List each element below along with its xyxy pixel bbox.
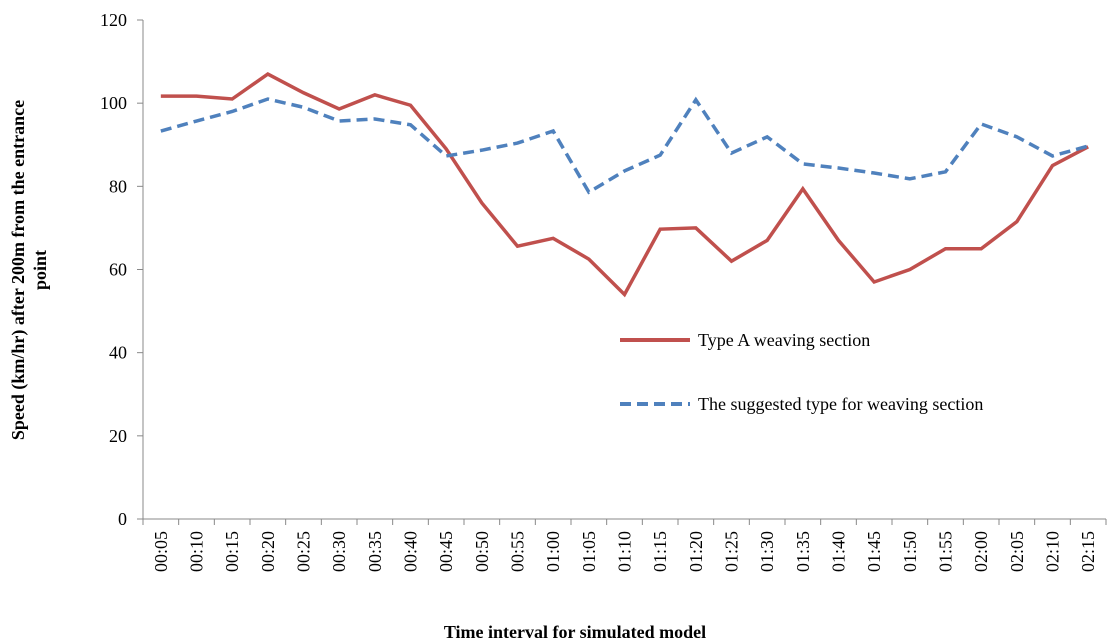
x-tick-label: 00:40 xyxy=(401,531,421,572)
x-tick-label: 01:35 xyxy=(793,531,813,572)
x-tick-label: 00:50 xyxy=(472,531,492,572)
y-axis-title: point xyxy=(30,250,50,290)
x-tick-label: 00:25 xyxy=(294,531,314,572)
x-tick-label: 02:10 xyxy=(1043,531,1063,572)
x-tick-label: 02:05 xyxy=(1007,531,1027,572)
x-tick-label: 01:40 xyxy=(829,531,849,572)
legend-label: The suggested type for weaving section xyxy=(698,394,983,414)
x-tick-label: 00:55 xyxy=(508,531,528,572)
x-tick-label: 01:25 xyxy=(722,531,742,572)
line-series xyxy=(160,72,1089,298)
line-series xyxy=(160,96,1089,195)
x-axis-title: Time interval for simulated model xyxy=(444,622,706,642)
y-tick-label: 0 xyxy=(118,509,127,529)
x-tick-label: 01:45 xyxy=(864,531,884,572)
x-tick-label: 00:30 xyxy=(329,531,349,572)
y-tick-label: 120 xyxy=(100,10,127,30)
x-tick-label: 02:15 xyxy=(1078,531,1098,572)
x-tick-label: 02:00 xyxy=(971,531,991,572)
x-tick-label: 00:45 xyxy=(436,531,456,572)
y-tick-label: 60 xyxy=(109,260,127,280)
x-tick-label: 01:30 xyxy=(757,531,777,572)
x-tick-label: 00:15 xyxy=(222,531,242,572)
y-axis-title: Speed (km/hr) after 200m from the entran… xyxy=(8,100,29,440)
x-tick-label: 01:05 xyxy=(579,531,599,572)
x-tick-label: 01:50 xyxy=(900,531,920,572)
x-tick-label: 01:10 xyxy=(615,531,635,572)
y-tick-label: 20 xyxy=(109,426,127,446)
x-tick-label: 00:20 xyxy=(258,531,278,572)
x-tick-label: 01:00 xyxy=(543,531,563,572)
y-tick-label: 100 xyxy=(100,93,127,113)
y-tick-label: 80 xyxy=(109,176,127,196)
legend-label: Type A weaving section xyxy=(698,330,870,350)
x-tick-label: 00:35 xyxy=(365,531,385,572)
x-tick-label: 00:10 xyxy=(187,531,207,572)
x-tick-label: 00:05 xyxy=(151,531,171,572)
x-tick-label: 01:20 xyxy=(686,531,706,572)
x-tick-label: 01:55 xyxy=(936,531,956,572)
x-tick-label: 01:15 xyxy=(650,531,670,572)
y-tick-label: 40 xyxy=(109,343,127,363)
